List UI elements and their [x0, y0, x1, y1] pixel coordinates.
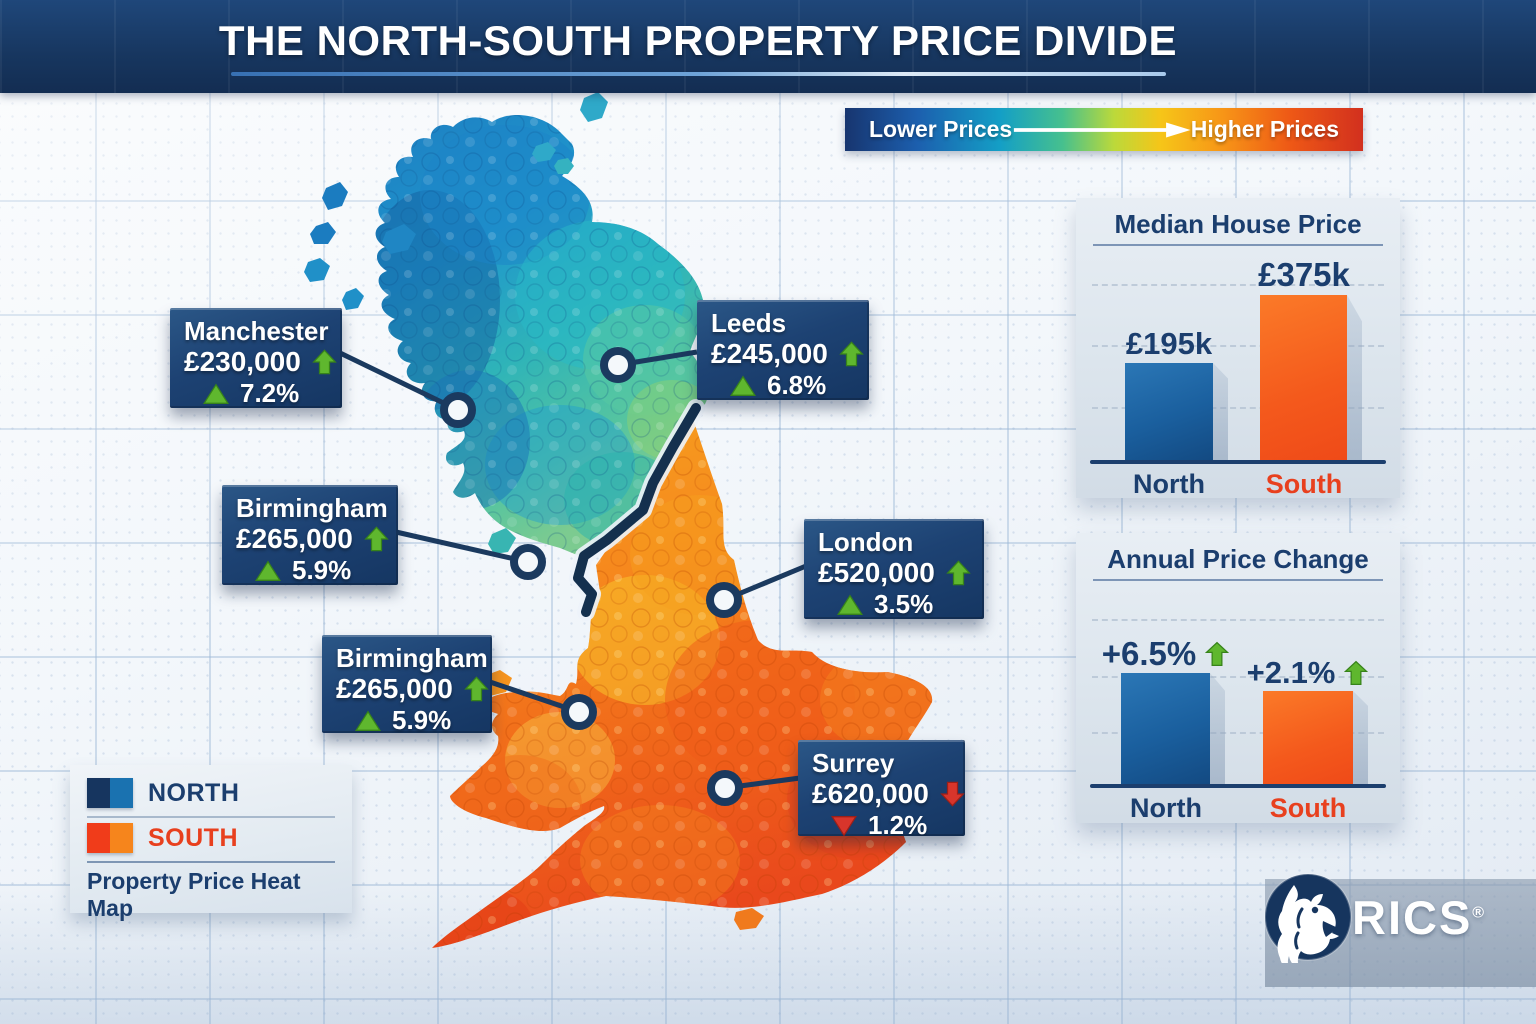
chart-baseline [1090, 784, 1386, 788]
axis-label-south: South [1269, 793, 1347, 823]
callout-city: Birmingham [236, 493, 388, 523]
scale-higher-label: Higher Prices [1190, 116, 1339, 142]
axis-label-north: North [1130, 793, 1202, 823]
map-marker-london [706, 582, 742, 618]
up-arrow-icon [946, 560, 971, 586]
up-triangle-icon [729, 375, 757, 396]
chart-median-house-price: Median House Price £195k £375k North Sou… [1076, 198, 1400, 499]
gridline [1092, 284, 1384, 286]
right-arrow-icon [1014, 121, 1191, 138]
callout-price: £265,000 [236, 523, 353, 555]
legend-caption: Property Price Heat Map [87, 868, 301, 921]
north-color-swatch [87, 778, 133, 808]
north-south-divide-line [569, 399, 705, 621]
legend-label-north: NORTH [148, 778, 240, 807]
up-triangle-icon [254, 560, 282, 581]
bar-value-north: £195k [1125, 326, 1213, 361]
chart-baseline [1090, 460, 1386, 464]
callout-city: Leeds [711, 308, 787, 338]
callout-price: £245,000 [711, 338, 828, 370]
down-arrow-icon [940, 781, 965, 807]
page-title: THE NORTH-SOUTH PROPERTY PRICE DIVIDE [218, 17, 1178, 64]
callout-change: 5.9% [292, 555, 352, 585]
rics-lion-icon [1262, 871, 1354, 963]
leader-manchester [336, 349, 460, 413]
axis-label-south: South [1265, 469, 1343, 499]
callout-leeds: Leeds £245,000 6.8% [697, 300, 869, 400]
callout-city: Manchester [184, 316, 329, 346]
bar-value-south: £375k [1258, 256, 1350, 293]
callout-change: 3.5% [874, 589, 934, 619]
up-arrow-icon [364, 526, 389, 552]
chart-title: Annual Price Change [1107, 544, 1369, 574]
legend-rule [87, 816, 335, 818]
map-legend: NORTH SOUTH Property Price Heat Map [70, 765, 352, 921]
header-banner: THE NORTH-SOUTH PROPERTY PRICE DIVIDE [0, 0, 1536, 93]
callout-birmingham-1: Birmingham £265,000 5.9% [222, 485, 398, 585]
title-underline [230, 72, 1166, 76]
callout-city: Birmingham [336, 643, 488, 673]
map-marker-surrey [707, 770, 743, 806]
legend-row-north: NORTH [87, 778, 239, 808]
callout-price: £230,000 [184, 346, 301, 378]
gridline [1092, 732, 1384, 734]
callout-change: 5.9% [392, 705, 452, 733]
callout-city: Surrey [812, 748, 895, 778]
leader-birmingham-1 [395, 529, 529, 565]
bar-south [1263, 691, 1368, 784]
up-arrow-icon [1344, 660, 1369, 685]
callout-city: London [818, 527, 914, 557]
bar-value-south: +2.1% [1228, 655, 1388, 691]
registered-mark: ® [1472, 904, 1485, 922]
up-triangle-icon [354, 710, 382, 731]
up-arrow-icon [1205, 641, 1230, 666]
gridline [1092, 676, 1384, 678]
legend-row-south: SOUTH [87, 823, 238, 853]
bar-south [1260, 295, 1362, 460]
callout-change: 6.8% [767, 370, 827, 400]
axis-label-north: North [1133, 469, 1205, 499]
bar-north [1121, 673, 1225, 784]
scale-lower-label: Lower Prices [869, 116, 1013, 142]
callout-manchester: Manchester £230,000 7.2% [170, 308, 342, 408]
gridline [1092, 619, 1384, 621]
up-arrow-icon [839, 341, 864, 367]
map-marker-birmingham-1 [510, 544, 546, 580]
gridline [1092, 407, 1384, 409]
legend-divider [87, 861, 335, 863]
up-arrow-icon [312, 349, 337, 375]
callout-price: £520,000 [818, 557, 935, 589]
map-marker-manchester [440, 392, 476, 428]
callout-birmingham-2: Birmingham £265,000 5.9% [322, 635, 492, 733]
south-color-swatch [87, 823, 133, 853]
callout-change: 1.2% [868, 810, 928, 836]
callout-surrey: Surrey £620,000 1.2% [798, 740, 965, 836]
callout-price: £620,000 [812, 778, 929, 810]
gridline [1092, 345, 1384, 347]
callout-change: 7.2% [240, 378, 300, 408]
up-arrow-icon [464, 676, 489, 702]
map-marker-leeds [600, 347, 636, 383]
up-triangle-icon [202, 383, 230, 404]
price-gradient-scale: Lower Prices Higher Prices [845, 108, 1363, 151]
brand-name: RICS® [1352, 891, 1485, 944]
chart-title: Median House Price [1114, 209, 1362, 239]
legend-label-south: SOUTH [148, 823, 238, 852]
chart-title-rule [1093, 244, 1383, 246]
callout-london: London £520,000 3.5% [804, 519, 984, 619]
bar-north [1125, 363, 1228, 460]
up-triangle-icon [836, 594, 864, 615]
callout-price: £265,000 [336, 673, 453, 705]
map-marker-birmingham-2 [561, 694, 597, 730]
bar-value-north: +6.5% [1086, 635, 1246, 673]
chart-annual-price-change: Annual Price Change +6.5% +2.1% North So… [1076, 533, 1400, 823]
down-triangle-icon [830, 815, 858, 836]
chart-title-rule [1093, 579, 1383, 581]
